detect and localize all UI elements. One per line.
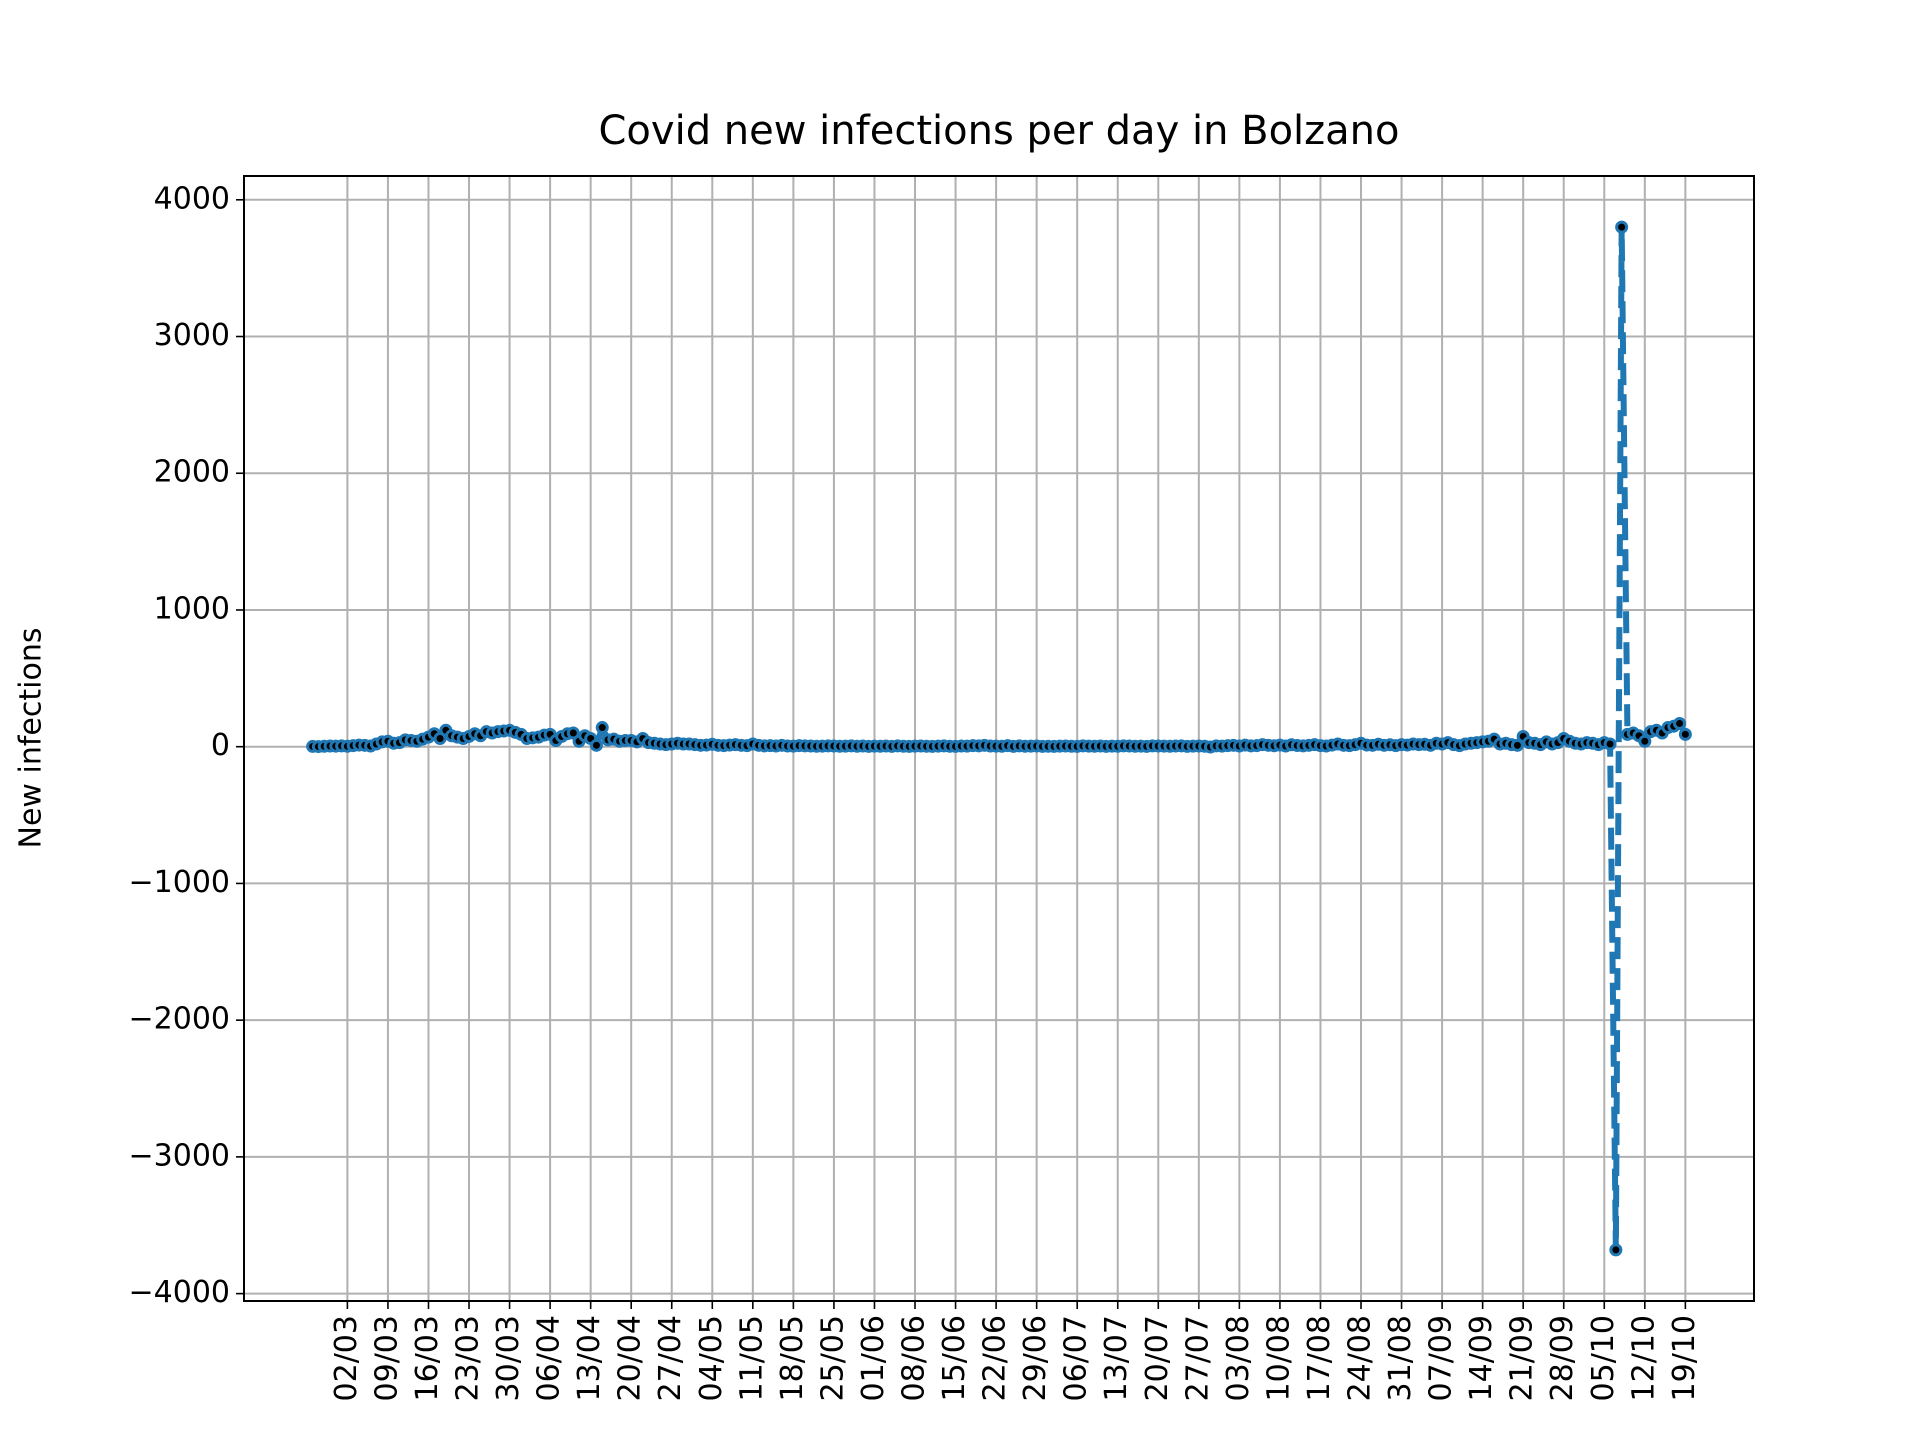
data-point xyxy=(1615,220,1629,234)
y-tick-label: −4000 xyxy=(129,1275,230,1310)
x-tick-label: 30/03 xyxy=(491,1315,526,1401)
x-tick-label: 21/09 xyxy=(1505,1315,1540,1401)
x-tick-label: 29/06 xyxy=(1018,1315,1053,1401)
x-tick-label: 13/07 xyxy=(1099,1315,1134,1401)
y-axis-label: New infections xyxy=(14,628,49,849)
x-tick-label: 01/06 xyxy=(856,1315,891,1401)
data-point xyxy=(1638,734,1652,748)
x-tick-label: 11/05 xyxy=(734,1315,769,1401)
x-tick-label: 19/10 xyxy=(1667,1315,1702,1401)
y-tick-label: 0 xyxy=(211,728,230,763)
data-point xyxy=(566,726,580,740)
data-point xyxy=(1510,738,1524,752)
data-point xyxy=(1603,737,1617,751)
x-tick-label: 18/05 xyxy=(775,1315,810,1401)
y-tick-label: 3000 xyxy=(154,318,230,353)
y-tick-label: −2000 xyxy=(129,1002,230,1037)
y-tick-label: 1000 xyxy=(154,591,230,626)
x-tick-label: 15/06 xyxy=(937,1315,972,1401)
x-tick-label: 03/08 xyxy=(1221,1315,1256,1401)
data-point xyxy=(1609,1243,1623,1257)
x-tick-label: 05/10 xyxy=(1586,1315,1621,1401)
x-tick-label: 08/06 xyxy=(897,1315,932,1401)
data-point xyxy=(589,738,603,752)
x-tick-label: 27/04 xyxy=(653,1315,688,1401)
y-tick-label: 2000 xyxy=(154,455,230,490)
x-tick-label: 10/08 xyxy=(1261,1315,1296,1401)
y-tick-label: −1000 xyxy=(129,865,230,900)
x-tick-label: 31/08 xyxy=(1383,1315,1418,1401)
x-tick-label: 13/04 xyxy=(572,1315,607,1401)
x-tick-label: 16/03 xyxy=(410,1315,445,1401)
x-tick-label: 24/08 xyxy=(1343,1315,1378,1401)
x-tick-label: 22/06 xyxy=(978,1315,1013,1401)
x-tick-label: 12/10 xyxy=(1626,1315,1661,1401)
x-tick-label: 02/03 xyxy=(329,1315,364,1401)
y-tick-label: −3000 xyxy=(129,1138,230,1173)
x-tick-label: 14/09 xyxy=(1464,1315,1499,1401)
x-tick-label: 25/05 xyxy=(815,1315,850,1401)
x-tick-label: 17/08 xyxy=(1302,1315,1337,1401)
x-tick-label: 07/09 xyxy=(1424,1315,1459,1401)
x-tick-label: 28/09 xyxy=(1545,1315,1580,1401)
x-tick-label: 27/07 xyxy=(1180,1315,1215,1401)
data-point xyxy=(433,732,447,745)
x-tick-label: 06/04 xyxy=(532,1315,567,1401)
x-tick-label: 06/07 xyxy=(1059,1315,1094,1401)
x-tick-label: 20/04 xyxy=(613,1315,648,1401)
y-tick-label: 4000 xyxy=(154,181,230,216)
chart-title: Covid new infections per day in Bolzano xyxy=(599,108,1400,154)
x-tick-label: 23/03 xyxy=(451,1315,486,1401)
x-tick-label: 09/03 xyxy=(369,1315,404,1401)
plot-frame xyxy=(243,175,1755,1302)
x-tick-label: 04/05 xyxy=(694,1315,729,1401)
data-point xyxy=(595,721,609,735)
data-point xyxy=(1678,727,1692,741)
data-point xyxy=(1673,716,1687,730)
x-tick-label: 20/07 xyxy=(1140,1315,1175,1401)
